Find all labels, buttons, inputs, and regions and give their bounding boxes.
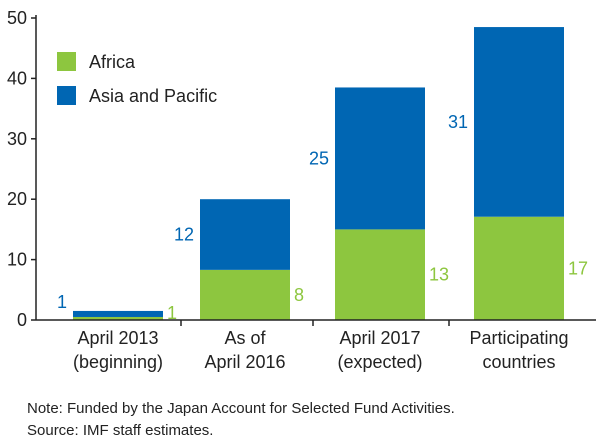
data-label-asia-pacific-0: 1 (57, 292, 67, 312)
legend-swatch-africa (57, 52, 76, 71)
category-label-3: countries (482, 352, 555, 372)
legend-label-asia-pacific: Asia and Pacific (89, 86, 217, 106)
legend-label-africa: Africa (89, 52, 136, 72)
bar-asia-pacific-3 (474, 27, 564, 217)
category-label-2: April 2017 (339, 328, 420, 348)
bar-asia-pacific-2 (335, 87, 425, 230)
bar-africa-1 (200, 269, 290, 320)
y-tick-label: 50 (7, 8, 27, 28)
bar-africa-0 (73, 316, 163, 320)
y-tick-label: 40 (7, 68, 27, 88)
bar-africa-3 (474, 216, 564, 320)
category-label-1: April 2016 (204, 352, 285, 372)
bar-asia-pacific-0 (73, 310, 163, 317)
bar-africa-2 (335, 229, 425, 320)
legend: Africa Asia and Pacific (57, 52, 217, 106)
y-tick-label: 30 (7, 129, 27, 149)
axes-group: 0 10 20 30 40 50 April 2013 (beginning) As of Apr… (7, 8, 596, 372)
bars-group (73, 27, 564, 320)
category-label-3: Participating (469, 328, 568, 348)
y-tick-label: 0 (17, 310, 27, 330)
y-tick-label: 10 (7, 250, 27, 270)
data-label-africa-0: 1 (167, 303, 177, 323)
category-label-1: As of (224, 328, 266, 348)
data-label-africa-1: 8 (294, 285, 304, 305)
data-label-africa-3: 17 (568, 258, 588, 278)
y-tick-label: 20 (7, 189, 27, 209)
data-labels-group: 1 1 12 8 25 13 31 17 (57, 112, 588, 323)
category-label-0: April 2013 (77, 328, 158, 348)
source-text: Source: IMF staff estimates. (27, 422, 214, 439)
data-label-africa-2: 13 (429, 265, 449, 285)
note-text: Note: Funded by the Japan Account for Se… (27, 400, 455, 417)
bar-asia-pacific-1 (200, 199, 290, 270)
category-label-0: (beginning) (73, 352, 163, 372)
category-label-2: (expected) (337, 352, 422, 372)
data-label-asia-pacific-3: 31 (448, 112, 468, 132)
data-label-asia-pacific-1: 12 (174, 225, 194, 245)
data-label-asia-pacific-2: 25 (309, 148, 329, 168)
legend-swatch-asia-pacific (57, 86, 76, 105)
